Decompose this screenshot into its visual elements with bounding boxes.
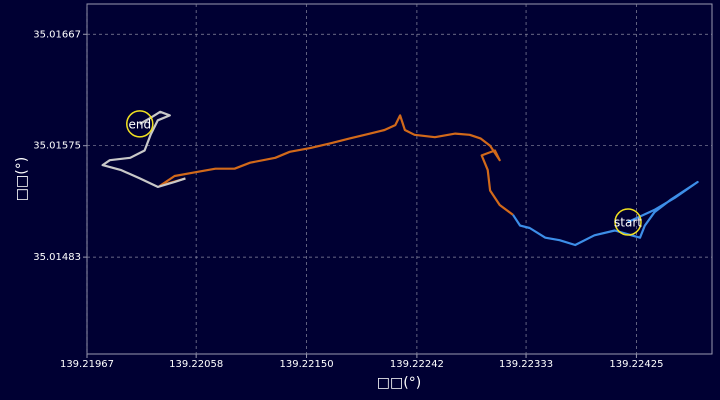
x-tick-label: 139.22425 xyxy=(609,359,663,370)
y-axis-label: □□(°) xyxy=(14,157,30,201)
x-tick-label: 139.22150 xyxy=(279,359,333,370)
annotation-marker xyxy=(126,110,154,138)
y-tick-label: 35.01575 xyxy=(33,141,81,152)
x-tick-label: 139.22242 xyxy=(390,359,444,370)
track-line xyxy=(101,110,186,188)
x-tick-label: 139.22058 xyxy=(169,359,223,370)
annotation-marker xyxy=(614,208,642,236)
x-axis-label: □□(°) xyxy=(377,375,421,391)
track-line xyxy=(159,114,514,216)
annotation: end xyxy=(128,117,151,131)
track-line xyxy=(511,180,699,247)
x-tick-label: 139.21967 xyxy=(60,359,114,370)
x-tick-label: 139.22333 xyxy=(499,359,553,370)
y-tick-label: 35.01483 xyxy=(33,252,81,263)
annotation: start xyxy=(614,215,642,229)
y-tick-label: 35.01667 xyxy=(33,29,81,40)
